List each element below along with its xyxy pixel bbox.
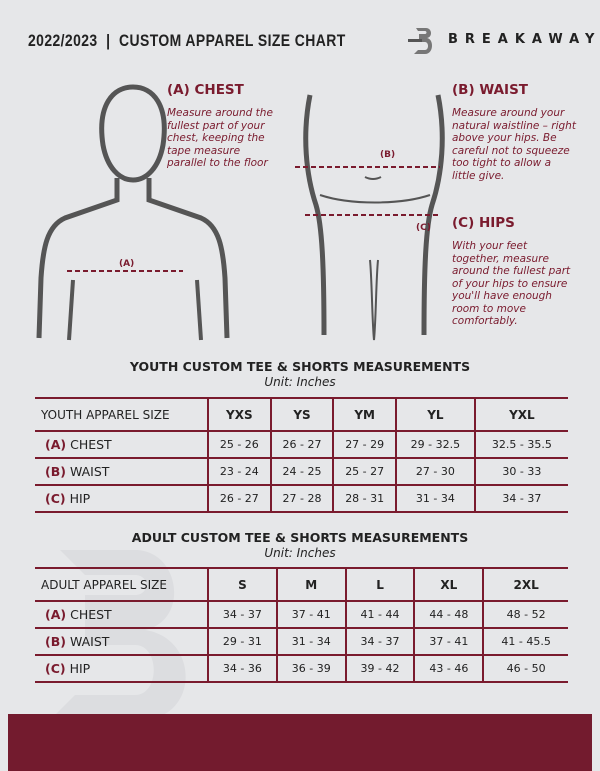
table-header-row: YOUTH APPAREL SIZE YXS YS YM YL YXL xyxy=(35,397,568,432)
measurement-name: CHEST xyxy=(70,607,112,622)
size-column-header: L xyxy=(344,567,415,602)
measurement-value: 34 - 37 xyxy=(207,600,277,629)
adult-size-table: ADULT APPAREL SIZE S M L XL 2XL (A) CHEST 34 - … xyxy=(35,567,568,683)
measurement-value: 43 - 46 xyxy=(413,654,484,683)
measurement-value: 27 - 28 xyxy=(269,484,334,513)
measurement-value: 44 - 48 xyxy=(413,600,484,629)
measurement-value: 31 - 34 xyxy=(275,627,346,656)
measurement-value: 36 - 39 xyxy=(275,654,346,683)
chest-marker: (A) xyxy=(119,259,134,269)
measurement-value: 27 - 29 xyxy=(332,430,397,459)
measurement-label: (A) CHEST xyxy=(35,600,208,629)
hips-marker: (C) xyxy=(416,223,431,233)
table-row: (A) CHEST 25 - 26 26 - 27 27 - 29 29 - 32.5 3… xyxy=(35,430,568,459)
footer-bar xyxy=(8,714,592,771)
size-column-header: XL xyxy=(413,567,484,602)
table-row: (B) WAIST 23 - 24 24 - 25 25 - 27 27 - 30 30 … xyxy=(35,457,568,486)
chest-heading: (A) CHEST xyxy=(167,82,244,98)
measurement-value: 41 - 45.5 xyxy=(482,627,568,656)
measurement-value: 29 - 31 xyxy=(207,627,277,656)
chest-instructions: Measure around the fullest part of your … xyxy=(167,107,273,169)
measurement-value: 29 - 32.5 xyxy=(395,430,475,459)
waist-heading: (B) WAIST xyxy=(452,82,529,98)
measurement-tag: (C) xyxy=(45,661,66,676)
breakaway-logo-icon xyxy=(408,28,433,54)
measurement-value: 24 - 25 xyxy=(269,457,334,486)
measurement-label: (A) CHEST xyxy=(35,430,208,459)
youth-size-table: YOUTH APPAREL SIZE YXS YS YM YL YXL (A) CHEST 2… xyxy=(35,397,568,513)
table-row: (B) WAIST 29 - 31 31 - 34 34 - 37 37 - 41 41 … xyxy=(35,627,568,656)
adult-unit: Unit: Inches xyxy=(264,546,336,560)
measurement-value: 26 - 27 xyxy=(207,484,271,513)
measurement-value: 30 - 33 xyxy=(473,457,568,486)
size-column-header: 2XL xyxy=(482,567,568,602)
waist-instructions: Measure around your natural waistline – … xyxy=(452,107,576,182)
measurement-value: 25 - 27 xyxy=(332,457,397,486)
measurement-value: 32.5 - 35.5 xyxy=(473,430,568,459)
size-column-header: M xyxy=(275,567,346,602)
measurement-value: 26 - 27 xyxy=(269,430,334,459)
measurement-label: (B) WAIST xyxy=(35,627,208,656)
measurement-value: 48 - 52 xyxy=(482,600,568,629)
size-column-header: S xyxy=(207,567,277,602)
measurement-value: 31 - 34 xyxy=(395,484,475,513)
measurement-tag: (A) xyxy=(45,607,67,622)
measurement-tag: (B) xyxy=(45,464,66,479)
measurement-name: WAIST xyxy=(69,634,110,649)
measurement-tag: (C) xyxy=(45,491,66,506)
measurement-tag: (B) xyxy=(45,634,66,649)
measurement-label: (C) HIP xyxy=(35,484,208,513)
chest-figure-illustration: (A) xyxy=(36,84,230,341)
youth-unit: Unit: Inches xyxy=(264,375,336,389)
size-column-header: YXL xyxy=(473,397,568,432)
size-header: YOUTH APPAREL SIZE xyxy=(35,397,208,432)
measurement-value: 27 - 30 xyxy=(395,457,475,486)
measurement-name: HIP xyxy=(69,491,91,506)
measurement-name: WAIST xyxy=(69,464,110,479)
measurement-value: 34 - 37 xyxy=(344,627,415,656)
measurement-value: 34 - 36 xyxy=(207,654,277,683)
youth-table-title: YOUTH CUSTOM TEE & SHORTS MEASUREMENTS xyxy=(129,359,471,374)
adult-table-title: ADULT CUSTOM TEE & SHORTS MEASUREMENTS xyxy=(131,530,469,545)
waist-marker: (B) xyxy=(380,150,395,160)
size-column-header: YM xyxy=(332,397,397,432)
table-row: (C) HIP 26 - 27 27 - 28 28 - 31 31 - 34 34 - … xyxy=(35,484,568,513)
table-row: (A) CHEST 34 - 37 37 - 41 41 - 44 44 - 48 48 … xyxy=(35,600,568,629)
measurement-tag: (A) xyxy=(45,437,67,452)
measurement-value: 46 - 50 xyxy=(482,654,568,683)
measurement-value: 28 - 31 xyxy=(332,484,397,513)
page-title: 2022/2023 | CUSTOM APPAREL SIZE CHART xyxy=(28,31,346,50)
measurement-value: 37 - 41 xyxy=(413,627,484,656)
waist-hips-figure-illustration: (B) (C) xyxy=(295,94,445,341)
measurement-label: (C) HIP xyxy=(35,654,208,683)
measurement-value: 25 - 26 xyxy=(207,430,271,459)
size-column-header: YL xyxy=(395,397,475,432)
measurement-label: (B) WAIST xyxy=(35,457,208,486)
measurement-value: 34 - 37 xyxy=(473,484,568,513)
size-column-header: YXS xyxy=(207,397,271,432)
measurement-value: 37 - 41 xyxy=(275,600,346,629)
measurement-name: HIP xyxy=(69,661,91,676)
table-row: (C) HIP 34 - 36 36 - 39 39 - 42 43 - 46 46 - … xyxy=(35,654,568,683)
brand-name: BREAKAWAY xyxy=(448,32,600,47)
size-header: ADULT APPAREL SIZE xyxy=(35,567,208,602)
hips-heading: (C) HIPS xyxy=(452,215,515,231)
table-header-row: ADULT APPAREL SIZE S M L XL 2XL xyxy=(35,567,568,602)
measurement-value: 23 - 24 xyxy=(207,457,271,486)
size-column-header: YS xyxy=(269,397,334,432)
measurement-value: 39 - 42 xyxy=(344,654,415,683)
measurement-name: CHEST xyxy=(70,437,112,452)
hips-instructions: With your feet together, measure around … xyxy=(452,240,571,327)
measurement-value: 41 - 44 xyxy=(344,600,415,629)
